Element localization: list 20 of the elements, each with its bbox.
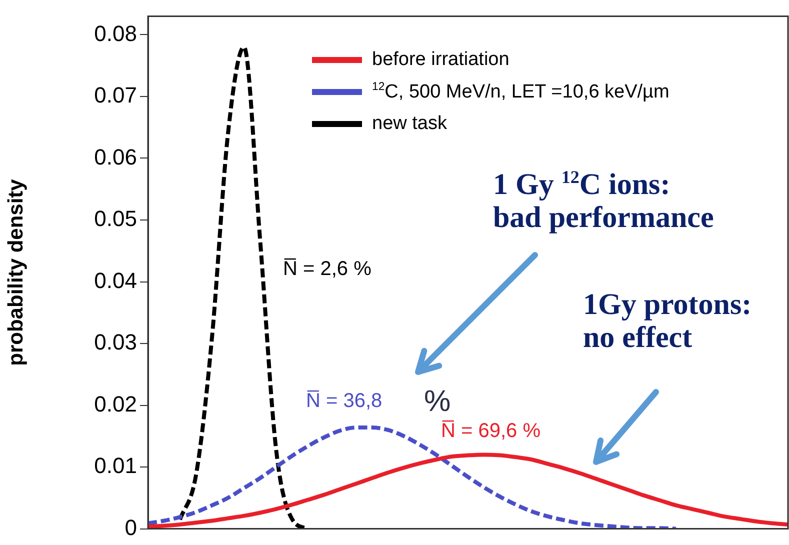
annotation: 1Gy protons: no effect [583,288,752,354]
annotation: N̅ = 69,6 % [441,420,541,442]
annotation: N̅ = 36,8 [306,390,382,412]
y-tick-label: 0.06 [94,144,137,170]
annotation: % [424,385,451,418]
y-tick-label: 0.02 [94,391,137,416]
annotation: N̅ = 2,6 % [283,258,372,280]
y-tick-label: 0 [124,514,137,540]
y-tick-label: 0.01 [94,453,137,478]
annotation: 1 Gy $^{12}$C ions: bad performance [493,167,714,234]
line-series [146,452,789,528]
y-tick-label: 0.03 [94,330,137,355]
y-axis-title: probability density [4,178,28,366]
legend-label: new task [372,113,447,135]
y-tick-label: 0.07 [94,82,137,108]
y-tick-label: 0.08 [94,20,137,46]
y-tick-label: 0.04 [94,268,137,293]
legend-label: $^{12}$C, 500 MeV/n, LET =10,6 keV/µm [372,80,670,104]
legend-label: before irratiation [372,49,510,71]
y-tick-label: 0.05 [94,206,137,232]
